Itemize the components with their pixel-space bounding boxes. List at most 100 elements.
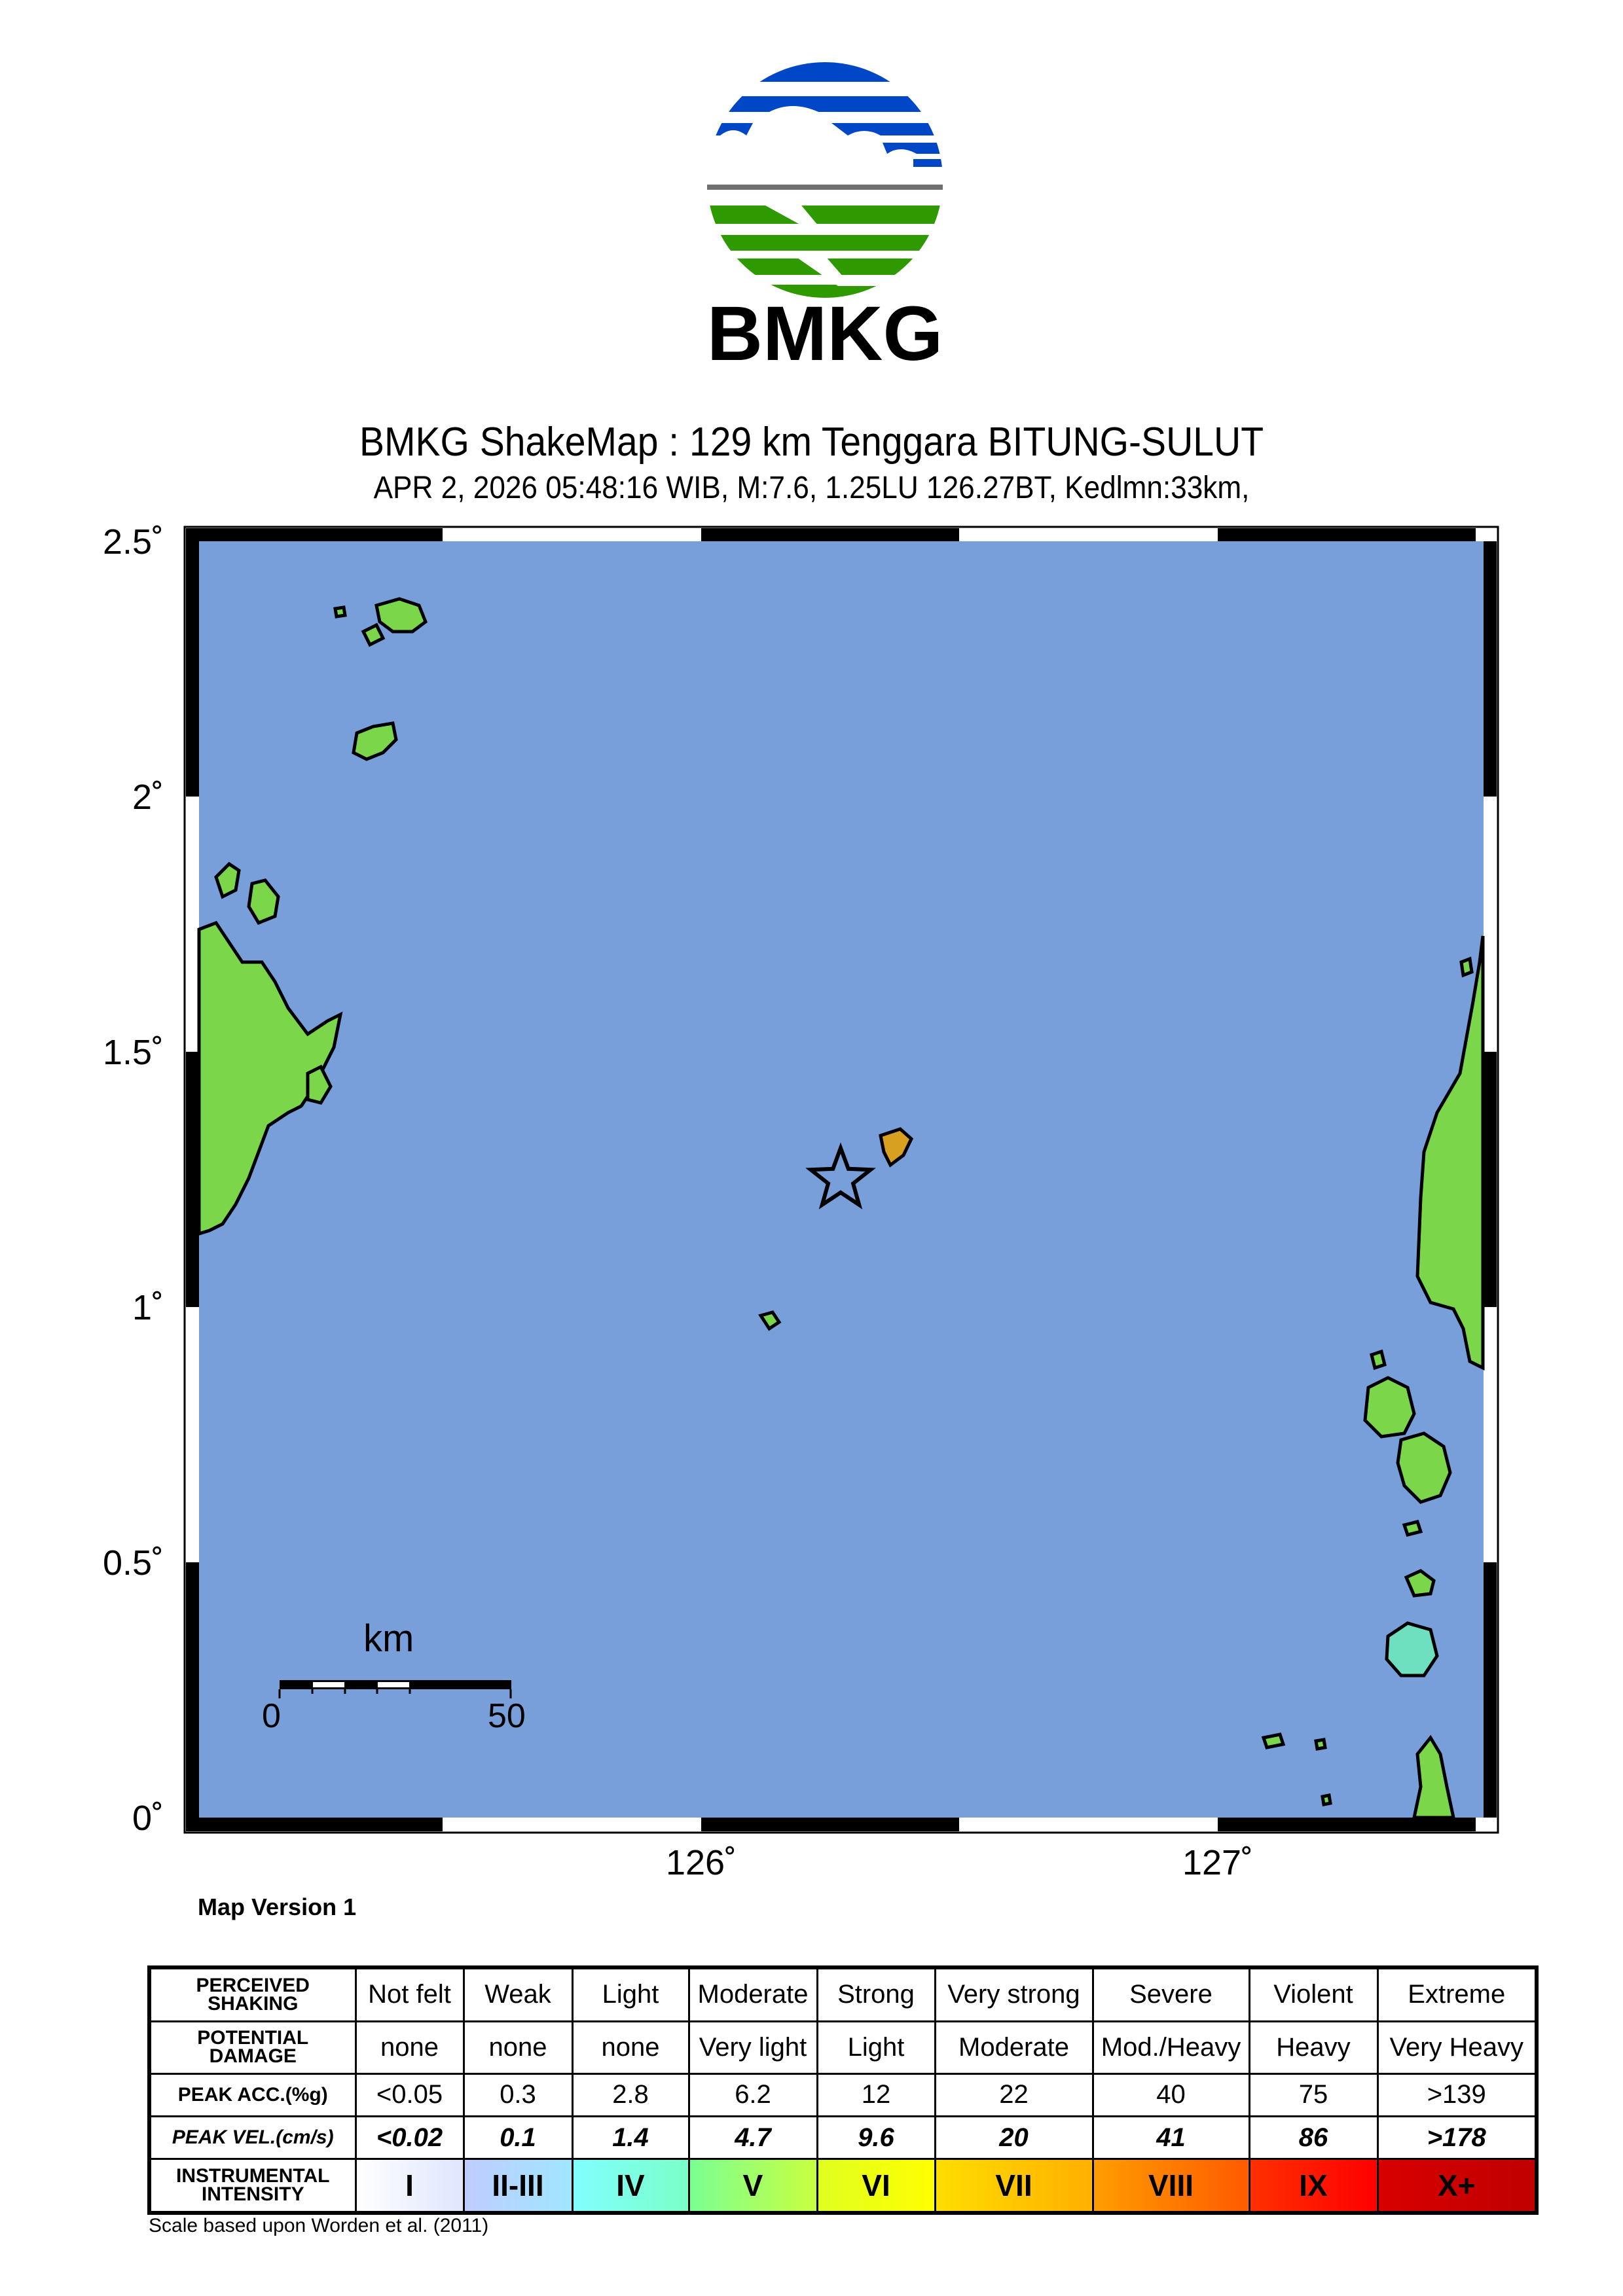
legend-cell: >139	[1376, 2072, 1538, 2118]
island-tiny-se1	[1261, 1732, 1286, 1749]
legend-row-shaking: PERCEIVED SHAKING Not felt Weak Light Modera…	[148, 1966, 1538, 2022]
epicenter-star-icon	[805, 1142, 876, 1210]
lat-label-0: 0˚	[132, 1799, 164, 1838]
legend-cell: Very light	[687, 2020, 818, 2075]
legend-cell: Light	[571, 1966, 690, 2022]
legend-row-header: PEAK VEL.(cm/s)	[148, 2115, 357, 2161]
island-ternate-b	[1396, 1431, 1452, 1504]
scale-start: 0	[262, 1697, 281, 1735]
island-halmahera	[1415, 935, 1485, 1371]
island-small-se	[1412, 1734, 1456, 1820]
legend-cell: Moderate	[687, 1966, 818, 2022]
legend-cell: V	[687, 2158, 818, 2214]
legend-cell: 1.4	[571, 2115, 690, 2161]
island-central-small	[758, 1310, 782, 1331]
legend-cell: VIII	[1091, 2158, 1250, 2214]
island-tiny-se3	[1321, 1793, 1332, 1806]
legend-cell: 9.6	[816, 2115, 936, 2161]
legend-caption: Scale based upon Worden et al. (2011)	[149, 2215, 489, 2236]
map-title: BMKG ShakeMap : 129 km Tenggara BITUNG-S…	[359, 420, 1264, 465]
legend-cell: Strong	[816, 1966, 936, 2022]
island-tiny-se2	[1314, 1738, 1327, 1751]
lon-label-126: 126˚	[665, 1843, 737, 1882]
legend-cell: >178	[1376, 2115, 1538, 2161]
legend-cell: none	[571, 2020, 690, 2075]
legend-row-header: PEAK ACC.(%g)	[148, 2072, 357, 2118]
lat-label-2.5: 2.5˚	[102, 522, 164, 562]
lat-label-1: 1˚	[132, 1288, 164, 1327]
legend-cell: Violent	[1248, 1966, 1379, 2022]
island-lembeh	[306, 1064, 333, 1105]
lat-label-2: 2˚	[132, 778, 164, 817]
legend-row-damage: POTENTIAL DAMAGE none none none Very light Li…	[148, 2020, 1538, 2075]
legend-row-int: INSTRUMENTAL INTENSITY I II-III IV V VI VII VII…	[148, 2158, 1538, 2214]
legend-cell: Mod./Heavy	[1091, 2020, 1250, 2075]
bmkg-logo: BMKG	[707, 62, 943, 363]
legend-cell: none	[354, 2020, 465, 2075]
event-details: APR 2, 2026 05:48:16 WIB, M:7.6, 1.25LU …	[373, 471, 1250, 505]
legend-row-acc: PEAK ACC.(%g) <0.05 0.3 2.8 6.2 12 22 40 75 >139	[148, 2072, 1538, 2118]
legend-row-header: POTENTIAL DAMAGE	[148, 2020, 357, 2075]
scale-bar	[278, 1680, 512, 1698]
legend-cell: Weak	[462, 1966, 574, 2022]
intensity-legend-table: PERCEIVED SHAKING Not felt Weak Light Modera…	[147, 1965, 1539, 2215]
scale-unit: km	[363, 1617, 414, 1660]
legend-cell: X+	[1376, 2158, 1538, 2214]
legend-cell: 86	[1248, 2115, 1379, 2161]
legend-cell: I	[354, 2158, 465, 2214]
island-talaud-b	[361, 622, 386, 647]
island-siau	[352, 721, 398, 761]
scale-end: 50	[488, 1697, 526, 1735]
legend-cell: Light	[816, 2020, 936, 2075]
map-version: Map Version 1	[198, 1893, 357, 1920]
legend-row-header: PERCEIVED SHAKING	[148, 1966, 357, 2022]
island-small-nw	[333, 605, 347, 619]
legend-cell: Very strong	[934, 1966, 1094, 2022]
legend-cell: 6.2	[687, 2072, 818, 2118]
island-ne-small	[1459, 956, 1474, 978]
legend-cell: II-III	[462, 2158, 574, 2214]
island-sangihe-b	[247, 878, 280, 925]
legend-cell: 20	[934, 2115, 1094, 2161]
legend-cell: <0.02	[354, 2115, 465, 2161]
lat-label-1.5: 1.5˚	[102, 1033, 164, 1072]
lat-label-0.5: 0.5˚	[102, 1543, 164, 1583]
island-morotai-a	[1370, 1349, 1387, 1371]
logo-text: BMKG	[707, 291, 943, 363]
island-sangihe-a	[214, 861, 241, 899]
island-talaud-a	[374, 597, 428, 634]
island-small-e3	[1385, 1621, 1439, 1677]
legend-cell: 40	[1091, 2072, 1250, 2118]
legend-cell: VII	[934, 2158, 1094, 2214]
legend-cell: 2.8	[571, 2072, 690, 2118]
legend-cell: 22	[934, 2072, 1094, 2118]
legend-cell: 0.1	[462, 2115, 574, 2161]
legend-cell: Extreme	[1376, 1966, 1538, 2022]
legend-cell: 12	[816, 2072, 936, 2118]
legend-cell: 0.3	[462, 2072, 574, 2118]
legend-cell: Not felt	[354, 1966, 465, 2022]
legend-cell: VI	[816, 2158, 936, 2214]
ocean	[199, 541, 1484, 1818]
legend-cell: Heavy	[1248, 2020, 1379, 2075]
island-ternate-a	[1363, 1376, 1416, 1439]
frame-bands	[186, 528, 1497, 1831]
legend-cell: none	[462, 2020, 574, 2075]
legend-cell: 41	[1091, 2115, 1250, 2161]
legend-cell: IX	[1248, 2158, 1379, 2214]
legend-cell: 4.7	[687, 2115, 818, 2161]
legend-cell: Very Heavy	[1376, 2020, 1538, 2075]
island-small-e1	[1402, 1520, 1423, 1537]
island-central	[879, 1127, 914, 1168]
legend-row-vel: PEAK VEL.(cm/s) <0.02 0.1 1.4 4.7 9.6 20 41 86 >1…	[148, 2115, 1538, 2161]
lon-label-127: 127˚	[1182, 1843, 1254, 1882]
legend-row-header: INSTRUMENTAL INTENSITY	[148, 2158, 357, 2214]
legend-cell: <0.05	[354, 2072, 465, 2118]
legend-cell: 75	[1248, 2072, 1379, 2118]
legend-cell: Severe	[1091, 1966, 1250, 2022]
island-small-e2	[1404, 1569, 1436, 1598]
legend-cell: IV	[571, 2158, 690, 2214]
legend-cell: Moderate	[934, 2020, 1094, 2075]
land-areas	[197, 597, 1485, 1820]
